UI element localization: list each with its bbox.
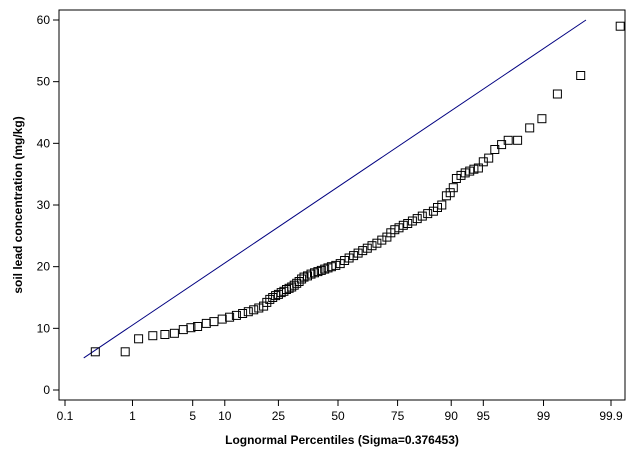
x-tick-label: 99 — [537, 409, 551, 423]
data-point — [448, 183, 458, 193]
data-point — [148, 331, 158, 341]
data-point — [249, 305, 259, 315]
plot-frame — [58, 9, 626, 401]
data-point — [238, 309, 248, 318]
data-point — [423, 209, 433, 219]
y-tick-label: 60 — [37, 13, 51, 27]
data-point — [273, 289, 283, 299]
data-point — [451, 174, 461, 183]
data-point — [262, 297, 272, 307]
y-axis-title: soil lead concentration (mg/kg) — [11, 116, 25, 293]
x-tick-label: 75 — [391, 409, 405, 423]
x-tick-label: 90 — [445, 409, 459, 423]
data-point — [417, 211, 427, 221]
x-tick-label: 1 — [129, 409, 136, 423]
data-point — [362, 243, 372, 253]
data-point — [377, 235, 387, 245]
y-tick-label: 10 — [37, 321, 51, 335]
data-point — [473, 163, 483, 173]
data-point — [537, 114, 547, 124]
x-tick-label: 5 — [189, 409, 196, 423]
data-point — [297, 274, 307, 284]
data-point — [169, 328, 179, 338]
data-point — [412, 214, 422, 224]
data-point — [372, 238, 382, 248]
x-tick-label: 50 — [331, 409, 345, 423]
data-point — [134, 334, 144, 344]
data-point — [437, 200, 447, 210]
data-point — [490, 145, 500, 154]
data-point — [484, 153, 494, 163]
x-tick-label: 99.9 — [599, 409, 623, 423]
data-point — [403, 219, 413, 228]
data-point — [254, 303, 264, 313]
y-tick-label: 50 — [37, 75, 51, 89]
data-point — [310, 268, 319, 278]
data-point — [178, 325, 188, 335]
data-point — [217, 314, 227, 324]
data-point — [243, 307, 253, 317]
x-tick-label: 10 — [218, 409, 232, 423]
data-point — [503, 135, 513, 145]
data-point — [90, 347, 100, 357]
data-point — [615, 21, 625, 31]
data-point — [316, 265, 326, 275]
data-point — [225, 312, 235, 322]
y-tick-label: 30 — [37, 198, 51, 212]
data-point — [552, 89, 562, 99]
y-tick-label: 0 — [43, 383, 50, 397]
data-point — [320, 264, 330, 274]
x-tick-label: 95 — [477, 409, 491, 423]
data-points — [90, 21, 625, 357]
data-point — [358, 246, 368, 256]
data-point — [193, 322, 203, 331]
data-point — [367, 241, 377, 251]
data-point — [209, 317, 219, 327]
data-point — [186, 323, 196, 333]
data-point — [201, 318, 211, 328]
data-point — [120, 347, 130, 357]
data-point — [525, 123, 535, 133]
y-tick-label: 20 — [37, 260, 51, 274]
data-point — [160, 330, 170, 339]
data-point — [268, 293, 278, 302]
data-point — [313, 267, 323, 277]
x-axis: 0.1 1 5 10 25 50 75 90 95 99 99.9 — [57, 400, 623, 423]
data-point — [513, 135, 523, 145]
data-point — [231, 310, 241, 320]
data-point — [445, 188, 455, 198]
data-point — [284, 283, 294, 293]
y-tick-label: 40 — [37, 136, 51, 150]
y-axis: 0 10 20 30 40 50 60 — [37, 13, 59, 397]
x-tick-label: 0.1 — [57, 409, 74, 423]
data-point — [576, 71, 586, 80]
x-axis-title: Lognormal Percentiles (Sigma=0.376453) — [225, 433, 459, 447]
data-point — [353, 248, 363, 258]
data-point — [407, 216, 417, 226]
x-tick-label: 25 — [272, 409, 286, 423]
fit-line — [83, 19, 587, 359]
